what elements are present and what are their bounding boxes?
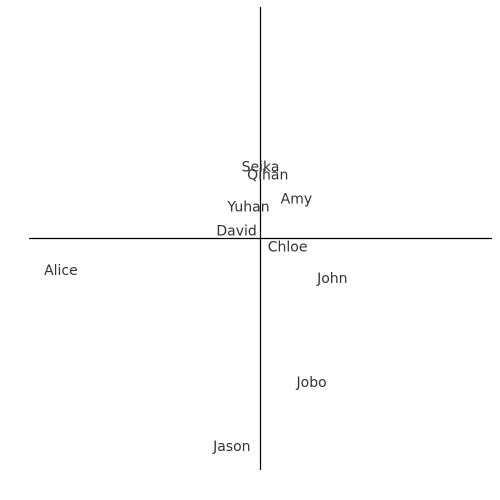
point-label-jobo: Jobo [296,375,327,391]
point-label-chloe: Chloe [268,239,308,255]
point-label-amy: Amy [281,191,313,207]
point-label-david: David [216,223,256,239]
point-label-qihan: Qihan [247,167,288,183]
point-label-alice: Alice [44,263,78,279]
point-label-john: John [316,271,347,287]
point-label-yuhan: Yuhan [226,199,269,215]
point-label-jason: Jason [212,439,250,455]
point-label-seika: Seika [242,160,280,176]
